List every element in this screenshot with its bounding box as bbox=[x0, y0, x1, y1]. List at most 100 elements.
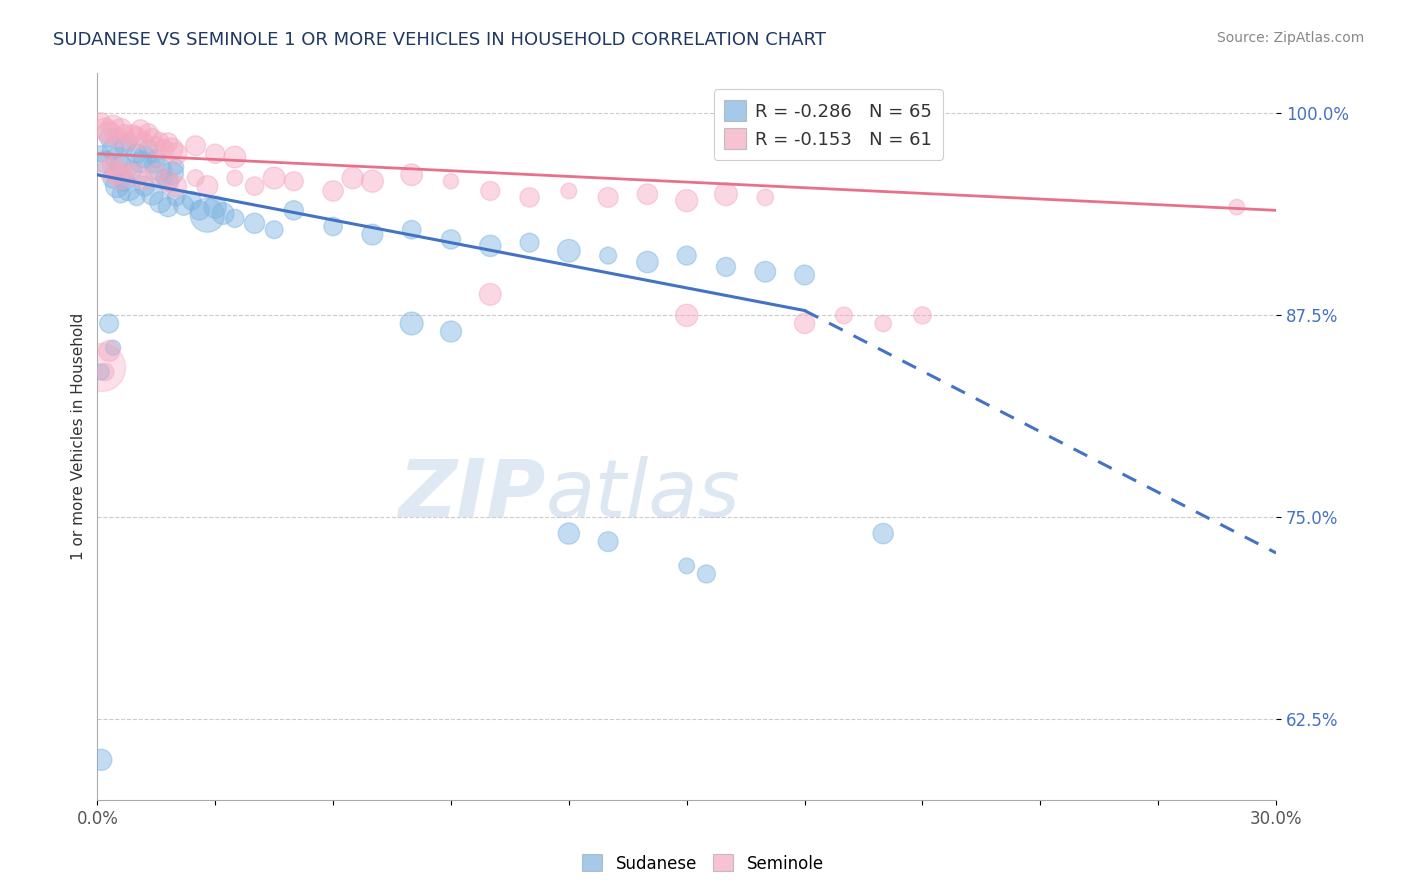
Point bbox=[121, 128, 143, 142]
Point bbox=[141, 158, 163, 172]
Point bbox=[101, 120, 124, 134]
Point bbox=[121, 163, 143, 178]
Point bbox=[675, 194, 697, 208]
Point bbox=[695, 566, 717, 581]
Point bbox=[90, 146, 112, 161]
Point bbox=[165, 146, 187, 161]
Point bbox=[636, 255, 658, 269]
Point bbox=[149, 134, 172, 148]
Point bbox=[184, 171, 207, 186]
Point bbox=[440, 174, 463, 188]
Y-axis label: 1 or more Vehicles in Household: 1 or more Vehicles in Household bbox=[72, 313, 86, 560]
Point bbox=[243, 216, 266, 230]
Point bbox=[105, 130, 128, 145]
Point bbox=[342, 171, 364, 186]
Point bbox=[98, 130, 121, 145]
Point bbox=[519, 235, 541, 250]
Point bbox=[118, 182, 141, 196]
Point bbox=[145, 166, 167, 180]
Legend: Sudanese, Seminole: Sudanese, Seminole bbox=[575, 847, 831, 880]
Point bbox=[98, 163, 121, 178]
Point bbox=[361, 227, 384, 242]
Point bbox=[98, 317, 121, 331]
Point bbox=[138, 126, 160, 140]
Point bbox=[94, 154, 117, 169]
Point bbox=[322, 184, 344, 198]
Legend: R = -0.286   N = 65, R = -0.153   N = 61: R = -0.286 N = 65, R = -0.153 N = 61 bbox=[714, 89, 943, 160]
Point bbox=[180, 194, 202, 208]
Point bbox=[519, 190, 541, 204]
Point bbox=[94, 365, 117, 379]
Point bbox=[129, 122, 152, 136]
Point bbox=[134, 150, 156, 164]
Point bbox=[101, 142, 124, 156]
Point bbox=[401, 223, 423, 237]
Point bbox=[598, 249, 620, 263]
Point bbox=[110, 122, 132, 136]
Point bbox=[401, 317, 423, 331]
Point bbox=[872, 317, 894, 331]
Point bbox=[101, 158, 124, 172]
Point bbox=[110, 187, 132, 202]
Point bbox=[558, 244, 581, 258]
Point bbox=[118, 163, 141, 178]
Point bbox=[90, 360, 112, 375]
Point bbox=[125, 190, 148, 204]
Point bbox=[141, 187, 163, 202]
Point bbox=[224, 211, 246, 226]
Text: Source: ZipAtlas.com: Source: ZipAtlas.com bbox=[1216, 31, 1364, 45]
Point bbox=[793, 268, 815, 282]
Point bbox=[134, 179, 156, 194]
Point bbox=[714, 260, 737, 274]
Point bbox=[165, 179, 187, 194]
Point bbox=[911, 309, 934, 323]
Text: SUDANESE VS SEMINOLE 1 OR MORE VEHICLES IN HOUSEHOLD CORRELATION CHART: SUDANESE VS SEMINOLE 1 OR MORE VEHICLES … bbox=[53, 31, 827, 49]
Point bbox=[675, 249, 697, 263]
Point bbox=[165, 190, 187, 204]
Point bbox=[675, 309, 697, 323]
Point bbox=[90, 365, 112, 379]
Point bbox=[224, 150, 246, 164]
Point bbox=[184, 138, 207, 153]
Point bbox=[243, 179, 266, 194]
Point bbox=[440, 232, 463, 246]
Point bbox=[204, 146, 226, 161]
Point bbox=[1226, 200, 1249, 214]
Point bbox=[160, 142, 183, 156]
Point bbox=[263, 223, 285, 237]
Point bbox=[754, 265, 776, 279]
Point bbox=[145, 138, 167, 153]
Point bbox=[118, 136, 141, 150]
Point bbox=[105, 179, 128, 194]
Point bbox=[283, 203, 305, 218]
Point bbox=[754, 190, 776, 204]
Point bbox=[138, 142, 160, 156]
Point bbox=[125, 146, 148, 161]
Point bbox=[714, 187, 737, 202]
Point bbox=[153, 142, 176, 156]
Point bbox=[149, 195, 172, 210]
Point bbox=[558, 526, 581, 541]
Point bbox=[204, 200, 226, 214]
Point bbox=[160, 166, 183, 180]
Point bbox=[125, 168, 148, 182]
Point bbox=[173, 198, 195, 212]
Point bbox=[110, 158, 132, 172]
Point bbox=[101, 341, 124, 355]
Point bbox=[157, 200, 180, 214]
Point bbox=[105, 166, 128, 180]
Point bbox=[440, 325, 463, 339]
Text: atlas: atlas bbox=[546, 456, 740, 533]
Point bbox=[90, 753, 112, 767]
Point bbox=[283, 174, 305, 188]
Point bbox=[872, 526, 894, 541]
Point bbox=[105, 152, 128, 166]
Point bbox=[149, 163, 172, 178]
Point bbox=[636, 187, 658, 202]
Point bbox=[361, 174, 384, 188]
Point bbox=[263, 171, 285, 186]
Point bbox=[598, 190, 620, 204]
Point bbox=[145, 152, 167, 166]
Point bbox=[114, 138, 136, 153]
Point bbox=[98, 126, 121, 140]
